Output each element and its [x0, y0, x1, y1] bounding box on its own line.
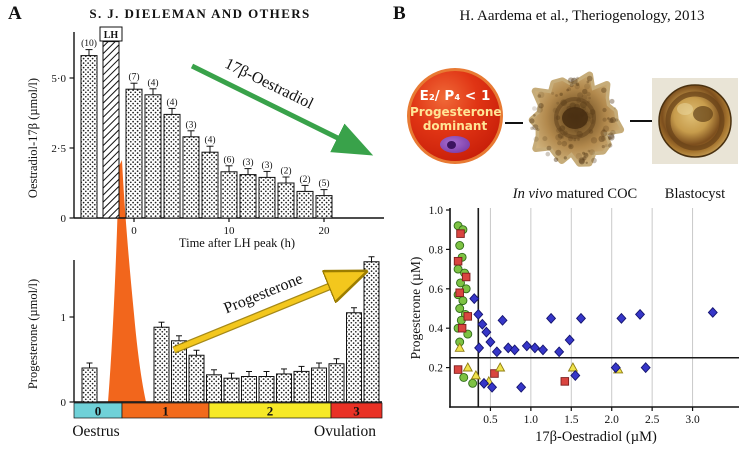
e2-p4-ratio-badge: E₂/ P₄ < 1 Progesterone dominant [407, 68, 503, 164]
svg-text:(7): (7) [128, 72, 139, 83]
coc-caption: In vivo matured COC [500, 186, 650, 203]
lh-peak-bar [102, 41, 120, 219]
svg-text:(3): (3) [185, 119, 196, 130]
svg-text:0: 0 [131, 225, 137, 237]
svg-text:(2): (2) [299, 174, 310, 185]
coc-caption-rest: matured COC [552, 186, 638, 202]
svg-text:1.5: 1.5 [564, 414, 579, 426]
progesterone-trend-arrow [173, 274, 360, 353]
series-red-squares [453, 229, 570, 386]
coc-caption-italic: In vivo [512, 186, 553, 202]
svg-text:Progesterone (µmol/l): Progesterone (µmol/l) [26, 279, 40, 389]
coc-micrograph [528, 71, 625, 167]
svg-text:Progesterone (µM): Progesterone (µM) [408, 257, 423, 360]
badge-to-coc-line [505, 122, 523, 124]
progesterone-bar-chart: 0 1 Progesterone (µmol/l) 0 1 2 3 Oestrus Ovulat… [26, 160, 383, 440]
svg-text:(5): (5) [318, 178, 329, 189]
hormone-scatter-plot: 0.5 1.0 1.5 2.0 2.5 3.0 0.2 0.4 0.6 0.8 1.0 17β-Oes… [408, 205, 739, 445]
panel-a-running-head: S. J. DIELEMAN AND OTHERS [89, 6, 311, 21]
svg-text:0: 0 [61, 397, 67, 409]
panel-b-citation: H. Aardema et al., Theriogenology, 2013 [459, 8, 705, 24]
svg-text:10: 10 [224, 225, 236, 237]
highlight [677, 103, 693, 115]
svg-text:(10): (10) [81, 38, 97, 49]
svg-text:2·5: 2·5 [51, 143, 66, 155]
svg-text:3: 3 [353, 404, 360, 419]
blastocyst-micrograph [652, 78, 738, 164]
oestradiol-plot: 0 2·5 5·0 Oestradiol-17β (µmol/l) 0 10 20 Time … [26, 26, 384, 250]
svg-text:(4): (4) [166, 97, 177, 108]
badge-dominant-text: dominant [422, 119, 488, 133]
svg-text:2.0: 2.0 [605, 414, 620, 426]
stage-3-segment [330, 402, 383, 419]
svg-text:0.4: 0.4 [429, 323, 444, 335]
svg-text:0.2: 0.2 [429, 363, 444, 375]
blastocyst-inner-ring [665, 91, 725, 151]
svg-text:0: 0 [95, 404, 102, 419]
svg-text:1: 1 [61, 312, 67, 324]
svg-text:(4): (4) [204, 135, 215, 146]
svg-text:20: 20 [319, 225, 331, 237]
svg-text:(3): (3) [261, 160, 272, 171]
svg-text:0.8: 0.8 [429, 244, 444, 256]
oestradiol-bar-chart: 0 2·5 5·0 Oestradiol-17β (µmol/l) 0 10 20 Time … [26, 26, 384, 250]
oestradiol-trend-arrow [190, 63, 374, 156]
svg-text:0.5: 0.5 [483, 414, 498, 426]
svg-text:(4): (4) [147, 77, 158, 88]
svg-text:LH: LH [104, 30, 119, 41]
svg-text:17β-Oestradiol (µM): 17β-Oestradiol (µM) [535, 429, 657, 445]
oocyte-cell-icon [440, 136, 470, 153]
inner-cell-mass [693, 106, 713, 122]
series-green-circles [453, 221, 478, 388]
svg-text:Ovulation: Ovulation [314, 423, 376, 440]
lh-surge-peak [108, 160, 146, 402]
svg-text:Oestrus: Oestrus [72, 423, 119, 440]
cell-nucleus-icon [447, 141, 456, 149]
ratio-text: E₂/ P₄ < 1 [419, 88, 491, 104]
svg-text:2: 2 [267, 404, 274, 419]
svg-text:2.5: 2.5 [645, 414, 660, 426]
svg-text:(2): (2) [280, 166, 291, 177]
svg-text:(3): (3) [242, 157, 253, 168]
svg-text:1: 1 [162, 404, 169, 419]
oocyte-center [562, 107, 588, 129]
svg-text:Time after LH peak (h): Time after LH peak (h) [179, 236, 295, 250]
svg-text:Oestradiol-17β (µmol/l): Oestradiol-17β (µmol/l) [26, 78, 40, 198]
svg-text:0: 0 [61, 213, 67, 225]
panel-b-label: B [393, 3, 406, 24]
svg-text:(6): (6) [223, 154, 234, 165]
svg-text:0.6: 0.6 [429, 284, 444, 296]
svg-text:1.0: 1.0 [524, 414, 539, 426]
svg-text:3.0: 3.0 [685, 414, 700, 426]
scatter-plot: 0.5 1.0 1.5 2.0 2.5 3.0 0.2 0.4 0.6 0.8 1.0 17β-Oes… [408, 205, 739, 445]
series-blue-diamonds [469, 293, 718, 393]
blastocyst-caption: Blastocyst [664, 186, 726, 202]
panel-a-label: A [8, 3, 22, 24]
badge-progesterone-text: Progesterone [410, 105, 502, 119]
svg-text:1.0: 1.0 [429, 205, 444, 217]
svg-text:5·0: 5·0 [51, 73, 66, 85]
